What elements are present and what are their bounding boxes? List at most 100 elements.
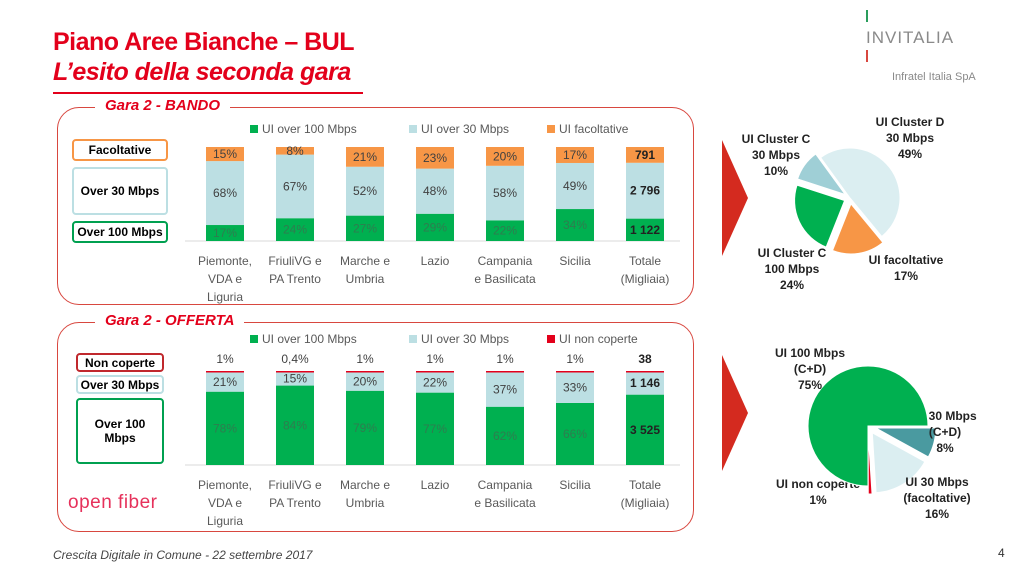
category-label: FriuliVG e <box>268 254 322 268</box>
bar-segment <box>626 371 664 395</box>
bar-segment <box>486 165 524 221</box>
bar-segment <box>346 215 384 241</box>
data-label: 21% <box>213 375 237 389</box>
bar-segment <box>486 147 524 166</box>
bar-segment <box>346 166 384 216</box>
category-label: e Basilicata <box>474 272 536 286</box>
data-label: 17% <box>213 226 237 240</box>
category-label: PA Trento <box>269 496 321 510</box>
bar-segment <box>416 392 454 465</box>
category-label: PA Trento <box>269 272 321 286</box>
bar-segment <box>276 218 314 241</box>
pie-label: 30 Mbps <box>886 131 934 145</box>
category-label: Umbria <box>346 496 385 510</box>
data-label: 20% <box>353 374 377 388</box>
panel-offerta-title: Gara 2 - OFFERTA <box>95 312 245 329</box>
pie-label: 8% <box>936 441 954 455</box>
data-label: 2 796 <box>630 184 660 198</box>
pie-label: (C+D) <box>794 362 826 376</box>
bar-segment <box>486 371 524 373</box>
footer-text: Crescita Digitale in Comune - 22 settemb… <box>53 548 313 562</box>
pie-label: 100 Mbps <box>765 262 820 276</box>
pie-slice <box>867 433 873 495</box>
pie-label: 24% <box>780 278 804 292</box>
data-label: 62% <box>493 429 517 443</box>
legend-swatch <box>250 335 258 343</box>
bar-segment <box>486 371 524 407</box>
category-label: Liguria <box>207 290 243 304</box>
data-label: 22% <box>423 375 447 389</box>
data-label: 33% <box>563 380 587 394</box>
pie-label: (facoltative) <box>903 491 970 505</box>
pie-label: 1% <box>809 493 827 507</box>
pie-label: UI 30 Mbps <box>905 475 969 489</box>
bar-segment <box>206 225 244 241</box>
legend-label: UI non coperte <box>559 332 638 346</box>
bar-segment <box>346 371 384 391</box>
data-label: 1% <box>496 352 514 366</box>
legend-swatch <box>250 125 258 133</box>
category-label: (Migliaia) <box>621 272 670 286</box>
pie-label: UI Cluster C <box>742 132 811 146</box>
bar-segment <box>416 371 454 373</box>
pie-label: UI facoltative <box>869 253 944 267</box>
bar-segment <box>276 385 314 465</box>
data-label: 68% <box>213 186 237 200</box>
bar-segment <box>416 168 454 214</box>
panel-bando <box>57 107 694 305</box>
pie-label: UI 30 Mbps <box>913 409 977 423</box>
category-label: Liguria <box>207 514 243 528</box>
pie-slice <box>807 365 929 487</box>
legend-label: UI facoltative <box>559 122 629 136</box>
data-label: 21% <box>353 150 377 164</box>
bar-segment <box>346 371 384 373</box>
pie-label: 30 Mbps <box>752 148 800 162</box>
bar-segment <box>626 147 664 163</box>
bar-segment <box>486 406 524 465</box>
data-label: 1% <box>566 352 584 366</box>
category-label: FriuliVG e <box>268 478 322 492</box>
category-label: Sicilia <box>559 478 591 492</box>
bar-segment <box>276 371 314 373</box>
category-label: VDA e <box>208 496 242 510</box>
pie-slice <box>794 184 846 248</box>
legend-box-over100: Over 100 Mbps <box>72 221 168 243</box>
legend-label: UI over 100 Mbps <box>262 332 357 346</box>
pie-label: 17% <box>894 269 918 283</box>
data-label: 37% <box>493 382 517 396</box>
data-label: 34% <box>563 218 587 232</box>
legend-label: UI over 30 Mbps <box>421 122 509 136</box>
bar-segment <box>206 391 244 465</box>
bar-segment <box>486 220 524 241</box>
bar-segment <box>276 147 314 155</box>
category-label: Lazio <box>421 478 450 492</box>
data-label: 0,4% <box>281 352 309 366</box>
bar-segment <box>556 147 594 163</box>
logo-red-mark <box>866 50 868 62</box>
data-label: 1% <box>426 352 444 366</box>
bar-segment <box>206 371 244 392</box>
data-label: 48% <box>423 184 447 198</box>
data-label: 3 525 <box>630 423 660 437</box>
bar-segment <box>626 162 664 219</box>
bar-segment <box>556 209 594 241</box>
data-label: 52% <box>353 184 377 198</box>
data-label: 15% <box>213 147 237 161</box>
bar-segment <box>626 371 664 373</box>
data-label: 24% <box>283 223 307 237</box>
category-label: Piemonte, <box>198 478 252 492</box>
pie-label: 10% <box>764 164 788 178</box>
pie-label: UI Cluster C <box>758 246 827 260</box>
category-label: Campania <box>478 254 533 268</box>
bar-segment <box>416 371 454 393</box>
data-label: 20% <box>493 149 517 163</box>
category-label: Sicilia <box>559 254 591 268</box>
data-label: 791 <box>635 148 655 162</box>
data-label: 1% <box>356 352 374 366</box>
pie-label: UI Cluster D <box>876 115 945 129</box>
bar-segment <box>556 162 594 210</box>
page-subtitle: L’esito della seconda gara <box>53 58 351 86</box>
open-fiber-logo: open fiber <box>68 492 158 513</box>
legend-swatch <box>409 125 417 133</box>
